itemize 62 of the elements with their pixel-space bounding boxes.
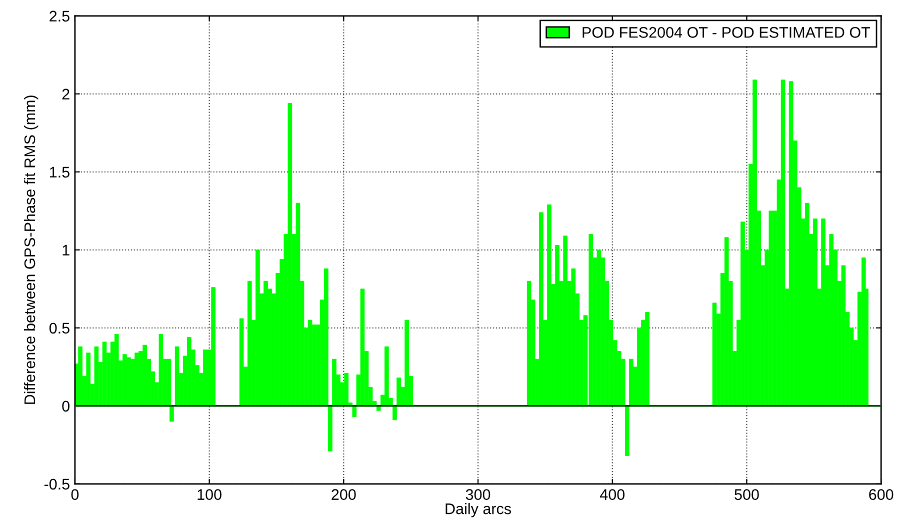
bar: [344, 372, 349, 406]
y-tick-label: 2: [62, 88, 70, 100]
bar: [645, 312, 650, 406]
bar: [142, 344, 147, 406]
bar: [211, 287, 216, 406]
y-tick-label: 1: [62, 244, 70, 256]
bar: [526, 280, 532, 406]
bar: [539, 212, 544, 406]
y-tick-label: 1.5: [50, 166, 70, 178]
bar: [102, 342, 107, 406]
bar: [134, 352, 139, 406]
x-tick-label: 500: [734, 489, 759, 500]
x-tick-label: 400: [600, 489, 625, 500]
bar: [126, 357, 131, 406]
bar: [264, 280, 268, 406]
bar: [239, 318, 244, 406]
x-tick-label: 300: [466, 489, 490, 500]
bar: [780, 80, 786, 406]
bar: [829, 234, 834, 406]
x-tick-label: 0: [71, 489, 79, 500]
x-tick-label: 200: [332, 489, 356, 500]
bar: [86, 352, 91, 406]
bar: [805, 202, 810, 406]
bar: [122, 354, 127, 406]
bar: [360, 288, 365, 406]
bar: [563, 236, 568, 406]
y-tick-label: 0.5: [49, 322, 70, 334]
bar: [841, 265, 846, 406]
bar: [768, 210, 774, 406]
bar: [404, 320, 409, 406]
bar: [555, 245, 560, 406]
bar: [384, 346, 389, 406]
x-axis-title: Daily arcs: [446, 502, 512, 518]
y-tick-label: 2.5: [50, 10, 70, 22]
bar: [752, 80, 757, 406]
bar: [724, 237, 729, 406]
bar: [288, 103, 292, 406]
bar: [158, 334, 164, 406]
bar: [821, 218, 826, 406]
bar: [256, 250, 260, 406]
bar: [247, 280, 252, 406]
bar: [740, 222, 745, 406]
bar: [788, 81, 794, 406]
bar: [186, 337, 192, 406]
bar: [571, 268, 576, 406]
bar: [114, 334, 119, 406]
bar: [596, 250, 602, 406]
bar: [78, 346, 82, 406]
y-tick-label: 0: [62, 400, 70, 412]
bar: [203, 350, 208, 406]
x-tick-label: 100: [198, 489, 222, 500]
bar: [547, 204, 552, 406]
bar: [813, 218, 818, 406]
bar: [174, 346, 180, 406]
bar: [712, 302, 717, 406]
bar: [94, 346, 99, 406]
y-axis-title: Difference between GPS-Phase fit RMS (mm): [24, 96, 38, 404]
legend-label: POD FES2004 OT - POD ESTIMATED OT: [582, 27, 870, 38]
x-tick-label: 600: [869, 489, 894, 500]
y-tick-label: -0.5: [44, 478, 70, 490]
bar: [308, 320, 312, 406]
bar: [296, 202, 300, 406]
